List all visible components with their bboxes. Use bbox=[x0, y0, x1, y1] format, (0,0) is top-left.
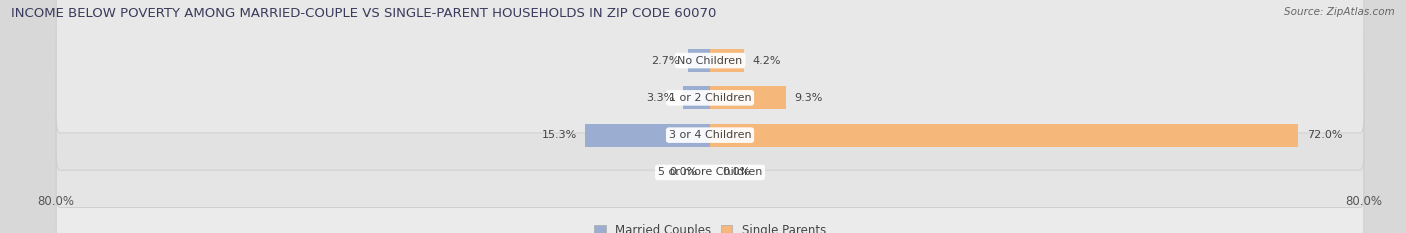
FancyBboxPatch shape bbox=[56, 26, 1364, 170]
Text: INCOME BELOW POVERTY AMONG MARRIED-COUPLE VS SINGLE-PARENT HOUSEHOLDS IN ZIP COD: INCOME BELOW POVERTY AMONG MARRIED-COUPL… bbox=[11, 7, 717, 20]
Bar bbox=[585, 123, 710, 147]
Bar bbox=[688, 49, 710, 72]
FancyBboxPatch shape bbox=[56, 0, 1364, 133]
Text: 15.3%: 15.3% bbox=[541, 130, 576, 140]
Text: 3 or 4 Children: 3 or 4 Children bbox=[669, 130, 751, 140]
Text: 0.0%: 0.0% bbox=[723, 168, 751, 177]
Text: 9.3%: 9.3% bbox=[794, 93, 823, 103]
Legend: Married Couples, Single Parents: Married Couples, Single Parents bbox=[589, 219, 831, 233]
Text: Source: ZipAtlas.com: Source: ZipAtlas.com bbox=[1284, 7, 1395, 17]
Bar bbox=[710, 123, 1299, 147]
Text: 5 or more Children: 5 or more Children bbox=[658, 168, 762, 177]
Text: 72.0%: 72.0% bbox=[1306, 130, 1343, 140]
Text: 3.3%: 3.3% bbox=[647, 93, 675, 103]
Text: 4.2%: 4.2% bbox=[752, 56, 780, 65]
Bar bbox=[710, 49, 744, 72]
Bar bbox=[710, 86, 786, 110]
FancyBboxPatch shape bbox=[56, 100, 1364, 233]
FancyBboxPatch shape bbox=[56, 63, 1364, 207]
Bar bbox=[683, 86, 710, 110]
Text: 0.0%: 0.0% bbox=[669, 168, 697, 177]
Text: 1 or 2 Children: 1 or 2 Children bbox=[669, 93, 751, 103]
Text: 2.7%: 2.7% bbox=[651, 56, 679, 65]
Text: No Children: No Children bbox=[678, 56, 742, 65]
